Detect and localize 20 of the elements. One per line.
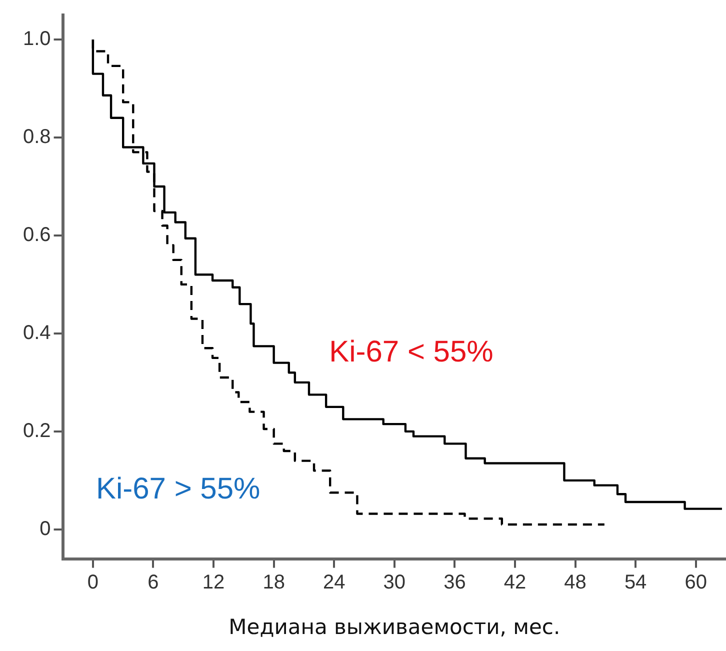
x-tick-label: 24 bbox=[322, 571, 346, 594]
x-tick-label: 6 bbox=[148, 571, 159, 594]
x-tick-label: 42 bbox=[504, 571, 526, 594]
y-tick-label: 1.0 bbox=[22, 28, 51, 50]
y-tick-label: 0.4 bbox=[22, 322, 51, 344]
x-tick-label: 18 bbox=[262, 571, 285, 594]
y-tick-label: 0 bbox=[40, 518, 51, 540]
x-tick-label: 12 bbox=[202, 571, 225, 594]
y-tick-label: 0.2 bbox=[22, 420, 51, 442]
x-tick-label: 30 bbox=[383, 571, 406, 594]
x-axis-title: Медиана выживаемости, мес. bbox=[228, 614, 560, 639]
x-tick-label: 54 bbox=[624, 571, 647, 594]
x-tick-label: 48 bbox=[564, 571, 586, 594]
series-label: Ki-67 < 55% bbox=[329, 335, 494, 368]
x-tick-label: 0 bbox=[87, 571, 99, 594]
y-tick-label: 0.6 bbox=[22, 224, 51, 246]
x-tick-label: 36 bbox=[444, 571, 466, 594]
series-label: Ki-67 > 55% bbox=[96, 472, 260, 506]
y-tick-label: 0.8 bbox=[22, 126, 51, 148]
x-tick-label: 60 bbox=[684, 571, 707, 594]
